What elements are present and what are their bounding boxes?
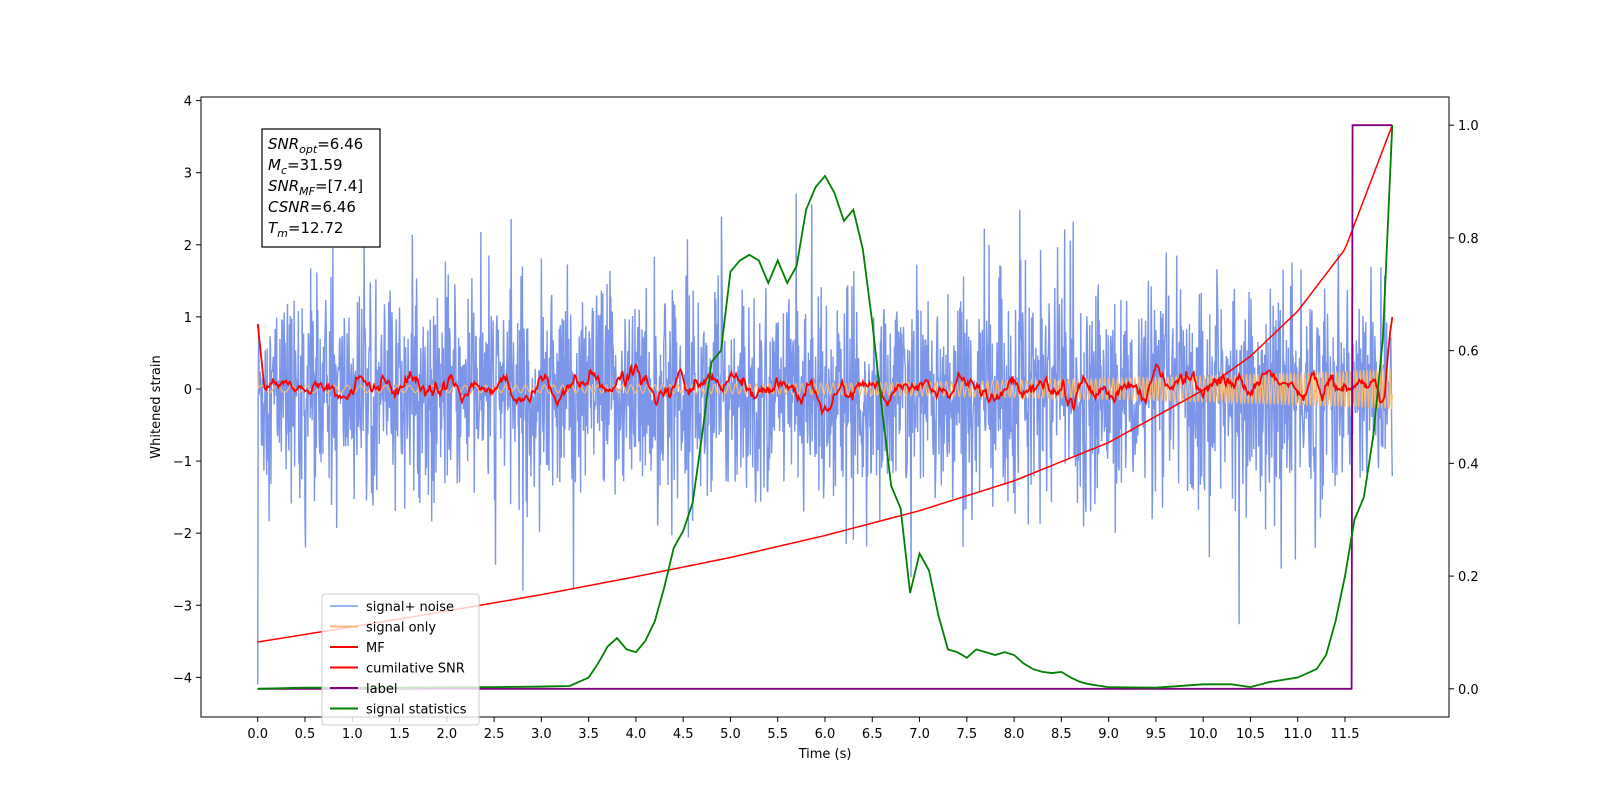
legend-item-cumilative-snr: cumilative SNR bbox=[330, 662, 465, 677]
y-tick-label: 4 bbox=[184, 95, 192, 110]
y-tick-label: −2 bbox=[173, 527, 192, 542]
legend-label: label bbox=[366, 682, 397, 697]
annotation-line-0: SNRopt=6.46 bbox=[268, 135, 363, 156]
annotation-line-1: Mc=31.59 bbox=[268, 156, 343, 177]
y-right-tick-label: 1.0 bbox=[1458, 119, 1479, 134]
x-tick-label: 11.5 bbox=[1331, 727, 1360, 742]
x-tick-label: 5.5 bbox=[767, 727, 788, 742]
annotation-line-4: Tm=12.72 bbox=[268, 219, 343, 240]
series-signal-only-line bbox=[257, 367, 1393, 411]
x-tick-label: 1.0 bbox=[342, 727, 363, 742]
series-signal-noise-line bbox=[257, 193, 1393, 685]
x-tick-label: 3.0 bbox=[531, 727, 552, 742]
legend-item-signal-statistics: signal statistics bbox=[330, 703, 467, 718]
x-tick-label: 6.0 bbox=[815, 727, 836, 742]
legend-item-mf: MF bbox=[330, 641, 385, 656]
y-axis-title: Whitened strain bbox=[149, 355, 164, 458]
x-tick-label: 7.5 bbox=[956, 727, 977, 742]
legend-label: MF bbox=[366, 641, 385, 656]
x-tick-label: 5.0 bbox=[720, 727, 741, 742]
y-tick-label: −1 bbox=[173, 455, 192, 470]
x-axis-title: Time (s) bbox=[798, 747, 852, 762]
legend-item-signal-noise: signal+ noise bbox=[330, 600, 454, 615]
y-right-tick-label: 0.8 bbox=[1458, 232, 1479, 247]
legend-item-label: label bbox=[330, 682, 397, 697]
annotation-frame bbox=[261, 128, 381, 248]
x-tick-label: 10.0 bbox=[1189, 727, 1218, 742]
x-tick-label: 7.0 bbox=[909, 727, 930, 742]
series-mf-line bbox=[256, 316, 1394, 416]
annotation-line-3: CSNR=6.46 bbox=[268, 198, 356, 216]
y-right-tick-label: 0.4 bbox=[1458, 457, 1479, 472]
x-tick-label: 9.5 bbox=[1146, 727, 1167, 742]
x-tick-label: 3.5 bbox=[578, 727, 599, 742]
x-tick-label: 9.0 bbox=[1098, 727, 1119, 742]
series-label-line bbox=[257, 124, 1393, 690]
x-tick-label: 2.0 bbox=[436, 727, 457, 742]
x-tick-label: 10.5 bbox=[1236, 727, 1265, 742]
legend-label: signal only bbox=[366, 621, 436, 636]
axes-layer: 0.0 0.5 1.0 1.5 2.0 2.5 3.0 3.5 4.0 4.5 5.0 5.5 6.0 6… bbox=[173, 95, 1479, 742]
legend-label: signal statistics bbox=[366, 703, 467, 718]
x-tick-label: 4.0 bbox=[626, 727, 647, 742]
series-signal-statistics-line bbox=[257, 125, 1394, 690]
x-tick-label: 8.5 bbox=[1051, 727, 1072, 742]
legend-item-signal-only: signal only bbox=[330, 621, 436, 636]
x-tick-label: 8.0 bbox=[1004, 727, 1025, 742]
legend-label: cumilative SNR bbox=[366, 662, 465, 677]
y-right-tick-label: 0.2 bbox=[1458, 570, 1479, 585]
x-tick-label: 6.5 bbox=[862, 727, 883, 742]
x-tick-label: 11.0 bbox=[1283, 727, 1312, 742]
y-tick-label: −3 bbox=[173, 599, 192, 614]
legend-label: signal+ noise bbox=[366, 600, 454, 615]
legend: signal+ noise signal only MF cumilative SNR… bbox=[321, 593, 480, 726]
x-tick-label: 2.5 bbox=[484, 727, 505, 742]
legend-items: signal+ noise signal only MF cumilative SNR… bbox=[330, 600, 467, 718]
y-tick-label: 3 bbox=[184, 167, 192, 182]
y-right-tick-label: 0.6 bbox=[1458, 345, 1479, 360]
annotation-line-2: SNRMF=[7.4] bbox=[268, 177, 363, 198]
y-tick-label: 1 bbox=[184, 311, 192, 326]
y-tick-label: 0 bbox=[184, 383, 192, 398]
x-tick-label: 4.5 bbox=[673, 727, 694, 742]
legend-frame bbox=[321, 593, 480, 726]
y-tick-label: 2 bbox=[184, 239, 192, 254]
x-tick-label: 1.5 bbox=[389, 727, 410, 742]
x-tick-label: 0.0 bbox=[247, 727, 268, 742]
y-right-tick-label: 0.0 bbox=[1458, 683, 1479, 698]
y-tick-label: −4 bbox=[173, 671, 192, 686]
x-tick-label: 0.5 bbox=[295, 727, 316, 742]
